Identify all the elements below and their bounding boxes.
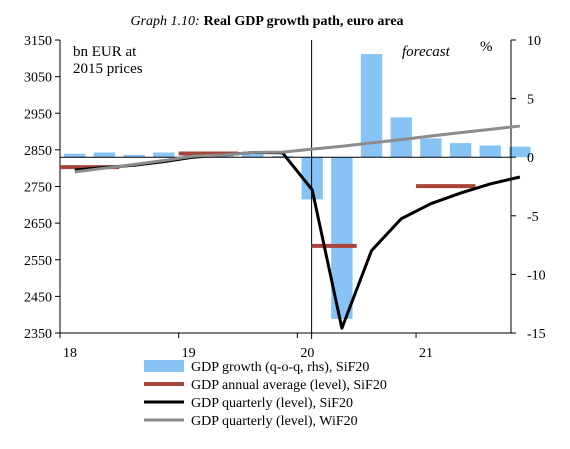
right-tick-label: 0	[527, 151, 534, 166]
left-tick-label: 2950	[24, 107, 52, 122]
left-axis-label-line1: bn EUR at	[73, 44, 137, 60]
x-tick-label: 20	[300, 346, 314, 361]
bar	[449, 143, 472, 158]
left-tick-label: 2350	[24, 327, 52, 342]
bar	[420, 138, 442, 158]
wif20-quarterly-line	[74, 124, 521, 174]
chart-title: Graph 1.10: Real GDP growth path, euro ar…	[130, 14, 403, 29]
sif20-quarterly-line	[74, 150, 521, 330]
left-tick-label: 2550	[24, 254, 52, 269]
bar	[301, 157, 323, 200]
right-tick-label: -10	[527, 268, 546, 283]
right-tick-label: 10	[527, 34, 541, 49]
legend-label: GDP annual average (level), SiF20	[191, 378, 387, 393]
right-tick-label: -15	[527, 327, 546, 342]
left-tick-label: 2650	[24, 217, 52, 232]
left-axis-label-line2: 2015 prices	[73, 61, 143, 77]
bar	[242, 153, 264, 158]
x-tick-label: 19	[182, 346, 196, 361]
bar	[479, 145, 501, 158]
bar	[93, 152, 116, 158]
left-tick-label: 2450	[24, 290, 52, 305]
left-tick-label: 3050	[24, 71, 52, 86]
bar	[271, 156, 294, 158]
legend-label: GDP growth (q-o-q, rhs), SiF20	[191, 360, 369, 375]
forecast-label: forecast	[402, 44, 451, 60]
chart-title-prefix: Graph 1.10:	[130, 14, 199, 29]
bar	[360, 54, 383, 158]
legend-swatch-bar	[144, 360, 184, 372]
chart-title-main: Real GDP growth path, euro area	[204, 14, 404, 29]
x-tick-label: 18	[63, 346, 77, 361]
bar	[390, 117, 412, 158]
bar	[123, 154, 145, 158]
left-tick-label: 2750	[24, 181, 52, 196]
left-tick-label: 3150	[24, 34, 52, 49]
x-tick-label: 21	[419, 346, 433, 361]
legend-label: GDP quarterly (level), SiF20	[191, 396, 353, 411]
bar	[509, 146, 531, 158]
legend-label: GDP quarterly (level), WiF20	[191, 414, 358, 429]
bar	[331, 157, 353, 319]
right-tick-label: 5	[527, 93, 534, 108]
left-tick-label: 2850	[24, 144, 52, 159]
bar	[64, 153, 86, 158]
bar	[153, 152, 175, 158]
right-axis-label: %	[480, 39, 493, 55]
right-tick-label: -5	[527, 210, 539, 225]
